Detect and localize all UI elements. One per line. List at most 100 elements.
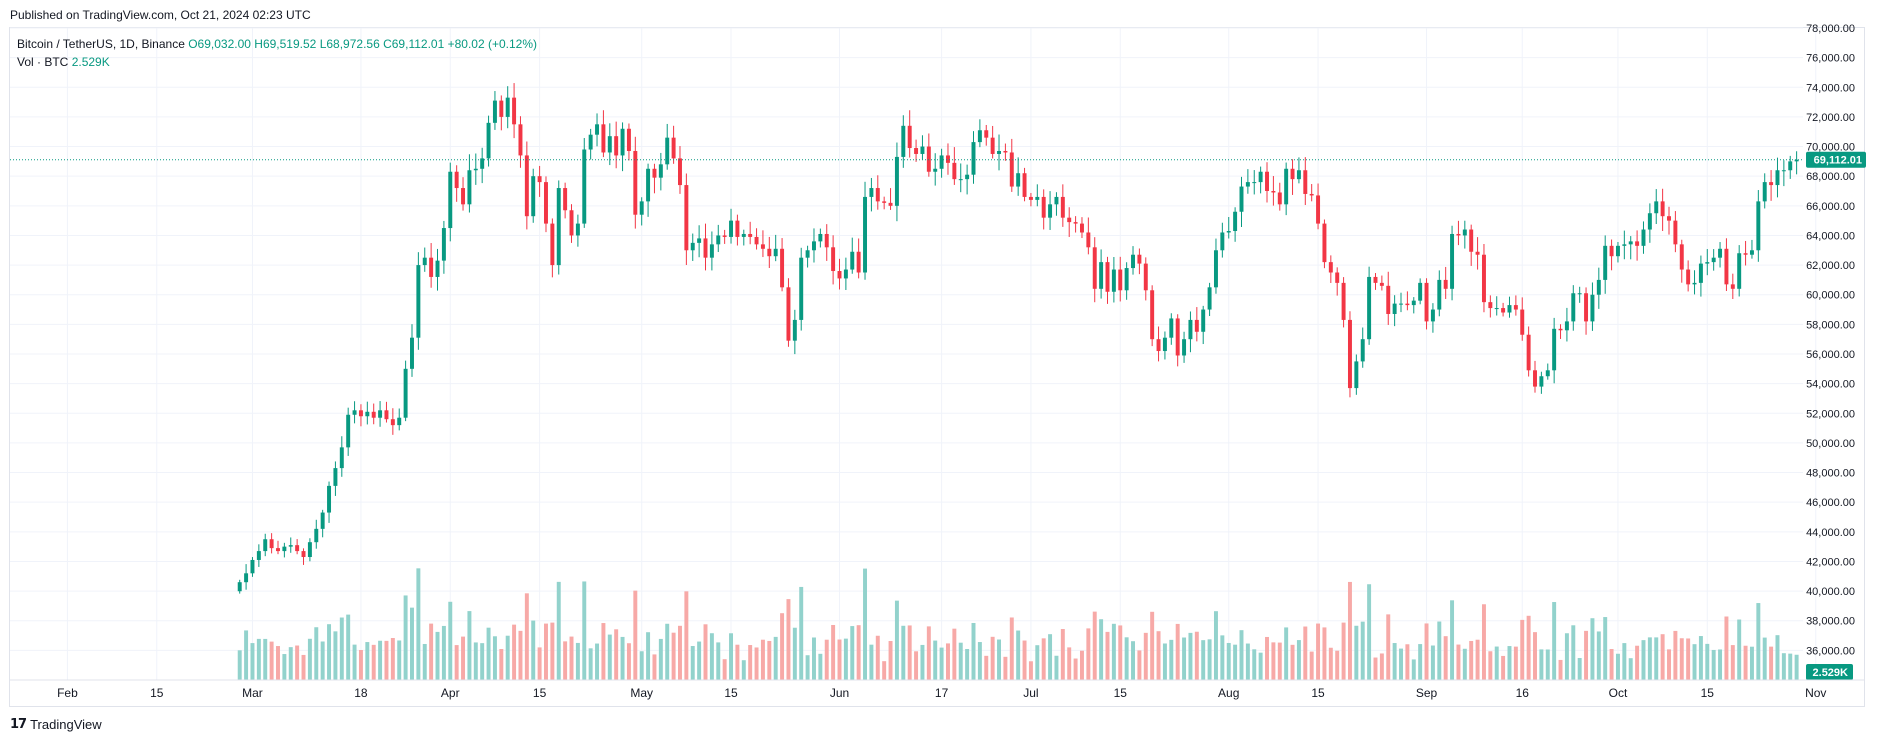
volume-bar xyxy=(1769,646,1774,680)
volume-bar xyxy=(1686,638,1691,680)
footer-brand[interactable]: 17 TradingView xyxy=(10,717,102,732)
candle-body xyxy=(1182,339,1187,356)
volume-bar xyxy=(818,653,823,680)
candle-body xyxy=(690,242,695,251)
price-tick-label: 54,000.00 xyxy=(1806,379,1855,391)
candle-body xyxy=(1386,285,1391,314)
volume-bar xyxy=(646,632,651,680)
candle-body xyxy=(531,176,536,217)
volume-bar xyxy=(1743,645,1748,680)
candle-body xyxy=(1022,173,1027,197)
volume-bar xyxy=(320,641,325,680)
candle-body xyxy=(1724,248,1729,285)
volume-bar xyxy=(288,647,293,680)
volume-bar xyxy=(250,643,255,680)
volume-bar xyxy=(875,635,880,680)
candle-body xyxy=(575,223,580,236)
volume-label[interactable]: Vol · BTC xyxy=(17,55,69,69)
volume-bar xyxy=(524,593,529,680)
volume-bar xyxy=(461,636,466,680)
volume-bar xyxy=(1673,630,1678,680)
last-price-badge xyxy=(1806,151,1866,168)
volume-bar xyxy=(397,640,402,680)
candle-body xyxy=(1762,182,1767,202)
candle-body xyxy=(722,235,727,237)
candle-body xyxy=(422,257,427,266)
candle-body xyxy=(1175,318,1180,356)
volume-bar xyxy=(837,639,842,680)
volume-bar xyxy=(410,607,414,680)
volume-bar xyxy=(1526,615,1531,680)
volume-bar xyxy=(1041,638,1046,680)
candle-body xyxy=(1469,229,1474,252)
volume-bar xyxy=(1456,644,1461,680)
candle-body xyxy=(1711,257,1716,263)
volume-legend-row: Vol · BTC 2.529K xyxy=(17,53,537,71)
candle-body xyxy=(1622,244,1627,246)
candle-body xyxy=(295,545,300,552)
candle-body xyxy=(499,100,504,117)
candle-body xyxy=(569,210,574,236)
volume-bar xyxy=(888,641,893,680)
volume-bar xyxy=(467,611,472,680)
candle-body xyxy=(914,148,919,154)
volume-bar xyxy=(346,614,351,680)
candle-body xyxy=(1035,196,1040,200)
candle-body xyxy=(1628,241,1633,245)
candle-body xyxy=(805,250,810,258)
candle-body xyxy=(403,368,408,418)
volume-bar xyxy=(722,659,727,680)
candle-body xyxy=(1679,244,1684,270)
price-tick-label: 44,000.00 xyxy=(1806,527,1855,539)
candle-body xyxy=(1265,171,1269,191)
volume-bar xyxy=(1462,648,1467,680)
volume-bar xyxy=(933,640,938,680)
candle-body xyxy=(671,137,676,159)
candle-body xyxy=(843,269,848,279)
volume-bar xyxy=(1316,623,1321,680)
price-tick-label: 64,000.00 xyxy=(1806,230,1855,242)
volume-bar xyxy=(1679,638,1684,680)
candle-body xyxy=(965,174,970,180)
symbol-title[interactable]: Bitcoin / TetherUS, 1D, Binance xyxy=(17,37,185,51)
volume-bar xyxy=(371,644,376,680)
candle-body xyxy=(952,162,957,180)
volume-bar xyxy=(588,648,593,680)
brand-name: TradingView xyxy=(30,717,102,732)
volume-bar xyxy=(403,595,408,680)
volume-bar xyxy=(1079,650,1084,680)
candle-body xyxy=(665,137,670,165)
volume-bar xyxy=(1226,642,1231,680)
candle-body xyxy=(601,124,606,153)
volume-bar xyxy=(1552,602,1557,680)
candle-body xyxy=(276,548,280,552)
legend-open: O69,032.00 xyxy=(188,37,251,51)
candle-body xyxy=(1564,321,1569,331)
volume-bar xyxy=(1111,623,1116,680)
candle-body xyxy=(709,244,714,258)
volume-bar xyxy=(1035,645,1040,680)
candle-body xyxy=(1220,232,1225,251)
volume-bar xyxy=(1105,631,1110,680)
volume-bar xyxy=(1756,603,1761,680)
candle-body xyxy=(1322,223,1327,263)
candle-body xyxy=(1424,282,1429,322)
candle-body xyxy=(544,182,548,224)
legend-low: L68,972.56 xyxy=(319,37,380,51)
time-tick-label: 16 xyxy=(1516,686,1530,700)
candle-body xyxy=(307,542,312,558)
volume-bar xyxy=(1647,637,1652,680)
volume-bar xyxy=(939,647,944,680)
candle-body xyxy=(652,168,657,178)
candle-body xyxy=(971,142,976,175)
candle-body xyxy=(716,235,721,245)
volume-bar xyxy=(1545,649,1550,680)
volume-bar xyxy=(1520,619,1525,680)
candle-body xyxy=(1271,191,1276,193)
volume-bar xyxy=(1628,658,1633,680)
time-tick-label: 15 xyxy=(724,686,738,700)
candle-body xyxy=(244,573,249,583)
candle-body xyxy=(1533,370,1537,387)
volume-bar xyxy=(1469,640,1474,680)
